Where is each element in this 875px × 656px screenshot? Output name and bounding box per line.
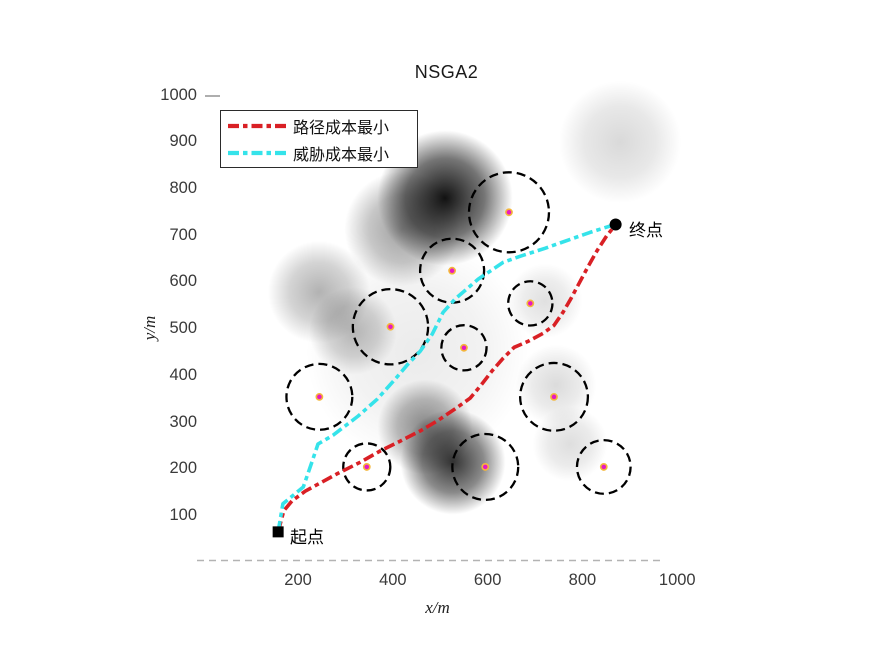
legend-box: 路径成本最小 威胁成本最小: [220, 110, 418, 168]
x-tick-label: 800: [568, 571, 597, 589]
threat-center-dot: [315, 392, 324, 401]
x-tick-label: 200: [284, 571, 312, 589]
threat-circle: [518, 361, 590, 432]
y-tick-label: 700: [169, 225, 197, 244]
y-tick-label: 800: [169, 178, 197, 197]
legend-line-red-icon: [228, 123, 288, 128]
threat-circle: [342, 442, 392, 492]
threat-circle: [507, 280, 554, 327]
x-tick-label: 600: [473, 571, 502, 589]
chart-title: NSGA2: [414, 62, 479, 82]
y-tick-label: 600: [169, 272, 197, 291]
y-tick-label: 1000: [160, 85, 197, 104]
threat-circle: [467, 171, 551, 254]
y-tick-label: 200: [169, 459, 197, 478]
end-point-label: 终点: [629, 221, 663, 240]
y-axis-label: y/m: [140, 315, 159, 341]
threat-center-dot: [505, 208, 513, 217]
threat-circle: [285, 362, 354, 431]
threat-circle: [440, 324, 488, 372]
start-point-label: 起点: [290, 528, 324, 547]
threat-center-dot: [599, 463, 608, 471]
threat-circle: [575, 438, 632, 495]
y-tick-label: 100: [169, 505, 197, 524]
legend-item-path-cost: 路径成本最小: [221, 114, 417, 138]
legend-line-cyan-icon: [228, 150, 288, 155]
y-tick-label: 400: [169, 365, 197, 384]
threat-circle: [351, 287, 430, 366]
path-min-path-cost: [276, 224, 617, 533]
threat-center-dot: [526, 299, 535, 308]
y-tick-label: 900: [169, 132, 197, 151]
start-point-marker: [272, 526, 284, 538]
threat-center-dot: [481, 463, 490, 471]
threat-center-dot: [460, 343, 468, 352]
threat-center-dot: [550, 392, 558, 401]
path-min-threat-cost: [276, 222, 616, 533]
x-tick-label: 400: [379, 571, 407, 589]
end-point-marker: [609, 218, 622, 231]
x-tick-label: 1000: [658, 571, 696, 589]
threat-center-dot: [362, 463, 371, 471]
threat-circle: [451, 432, 520, 502]
legend-item-threat-cost: 威胁成本最小: [221, 141, 417, 165]
legend-label-path-cost: 路径成本最小: [293, 119, 390, 137]
legend-label-threat-cost: 威胁成本最小: [293, 146, 390, 164]
threat-center-dot: [386, 322, 395, 331]
y-tick-label: 500: [169, 319, 197, 338]
threat-center-dot: [448, 266, 456, 275]
y-tick-label: 300: [169, 412, 197, 431]
x-axis-label: x/m: [425, 598, 450, 617]
